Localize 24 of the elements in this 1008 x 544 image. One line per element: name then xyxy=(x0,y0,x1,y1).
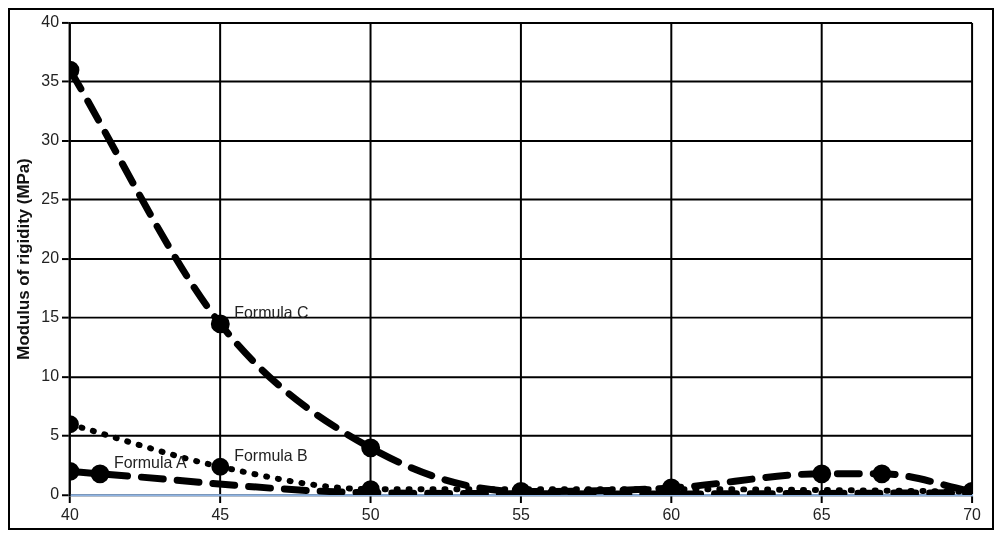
series-label: Formula A xyxy=(113,454,187,472)
x-tick-label: 50 xyxy=(361,505,380,523)
point xyxy=(211,457,230,476)
y-tick-label: 15 xyxy=(41,308,60,326)
y-tick-label: 5 xyxy=(50,426,60,444)
x-tick-label: 65 xyxy=(812,505,831,523)
y-tick-label: 10 xyxy=(41,367,60,385)
x-tick-label: 40 xyxy=(61,505,79,523)
point xyxy=(872,464,892,484)
x-tick-label: 55 xyxy=(512,505,531,523)
y-tick-label: 30 xyxy=(41,131,60,149)
y-tick-label: 40 xyxy=(41,13,60,31)
x-tick-label: 70 xyxy=(963,505,982,523)
x-tick-label: 60 xyxy=(662,505,681,523)
point xyxy=(210,314,230,334)
y-tick-label: 0 xyxy=(50,485,60,503)
y-tick-label: 35 xyxy=(41,72,60,90)
series-label: Formula B xyxy=(234,447,308,465)
point xyxy=(812,464,832,484)
y-tick-label: 20 xyxy=(41,249,60,267)
x-tick-label: 45 xyxy=(211,505,230,523)
y-tick-label: 25 xyxy=(41,190,60,208)
point xyxy=(361,438,381,458)
y-axis-title: Modulus of rigidity (MPa) xyxy=(13,158,33,360)
